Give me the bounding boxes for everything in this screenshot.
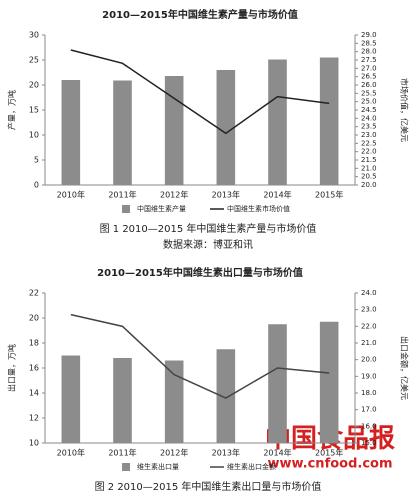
caption: 图 2 2010—2015 年中国维生素出口量与市场价值 [95, 480, 322, 493]
y-tick-label: 10 [29, 131, 39, 140]
bar [164, 360, 184, 443]
y2-tick-label: 27.5 [361, 56, 377, 64]
bar [164, 76, 184, 185]
x-tick-label: 2013年 [212, 190, 240, 200]
y2-tick-label: 27.0 [361, 64, 377, 72]
x-tick-label: 2015年 [315, 448, 343, 458]
x-tick-label: 2012年 [160, 448, 188, 458]
y2-tick-label: 28.5 [361, 39, 377, 47]
y-tick-label: 0 [34, 181, 39, 190]
y-tick-label: 12 [29, 414, 39, 423]
y2-tick-label: 28.0 [361, 48, 377, 56]
x-tick-label: 2012年 [160, 190, 188, 200]
y2-tick-label: 21.5 [361, 156, 377, 164]
y-tick-label: 10 [29, 439, 39, 448]
bar [319, 57, 339, 185]
y2-tick-label: 23.5 [361, 123, 377, 131]
x-tick-label: 2011年 [108, 190, 136, 200]
watermark-url: www.cnfood.com [267, 457, 392, 472]
line [70, 49, 330, 135]
x-tick-label: 2010年 [57, 190, 85, 200]
source: 数据来源：博亚和讯 [163, 238, 253, 251]
legend-label: 中国维生素产量 [137, 204, 186, 213]
bar [113, 80, 132, 185]
legend-label: 维生素出口金额 [227, 462, 276, 471]
y2-tick-label: 25.5 [361, 89, 377, 97]
y-tick-label: 14 [29, 389, 39, 398]
x-tick-label: 2015年 [315, 190, 343, 200]
y2-tick-label: 22.5 [361, 139, 377, 147]
bar [216, 349, 236, 443]
bar [216, 70, 236, 185]
y2-tick-label: 15.0 [361, 439, 377, 447]
y2-tick-label: 23.0 [361, 306, 377, 314]
x-tick-label: 2014年 [263, 190, 291, 200]
y-tick-label: 30 [29, 31, 39, 40]
y2-tick-label: 29.0 [361, 31, 377, 39]
y2-tick-label: 19.0 [361, 372, 377, 380]
y-tick-label: 18 [29, 339, 39, 348]
y2-tick-label: 21.0 [361, 339, 377, 347]
bar [113, 358, 132, 443]
y2-tick-label: 25.0 [361, 98, 377, 106]
y-tick-label: 20 [29, 81, 39, 90]
chart-title: 2010—2015年中国维生素出口量与市场价值 [97, 266, 303, 279]
y2-tick-label: 24.0 [361, 114, 377, 122]
caption: 图 1 2010—2015 年中国维生素产量与市场价值 [100, 222, 317, 235]
y2-tick-label: 24.0 [361, 289, 377, 297]
y2-tick-label: 22.0 [361, 322, 377, 330]
legend-swatch [122, 205, 130, 213]
y2-tick-label: 24.5 [361, 106, 377, 114]
x-tick-label: 2014年 [263, 448, 291, 458]
y2-tick-label: 20.0 [361, 181, 377, 189]
y2-axis-label: 市场价值，亿美元 [400, 78, 410, 142]
line [70, 313, 330, 399]
y2-tick-label: 23.0 [361, 131, 377, 139]
bar [319, 321, 339, 443]
bar [268, 59, 287, 185]
y2-axis-label: 出口金额，亿美元 [400, 336, 410, 400]
y2-tick-label: 18.0 [361, 389, 377, 397]
bar [61, 80, 81, 185]
y-axis-label: 出口量，万吨 [7, 344, 17, 392]
y-tick-label: 5 [34, 156, 39, 165]
y-tick-label: 20 [29, 314, 39, 323]
y-axis-label: 产量，万吨 [7, 90, 17, 130]
y-tick-label: 15 [29, 106, 39, 115]
legend-label: 中国维生素市场价值 [227, 204, 290, 213]
chart-title: 2010—2015年中国维生素产量与市场价值 [102, 8, 298, 21]
y2-tick-label: 16.0 [361, 422, 377, 430]
y2-tick-label: 22.0 [361, 148, 377, 156]
x-tick-label: 2013年 [212, 448, 240, 458]
bar [268, 324, 287, 443]
y2-tick-label: 26.0 [361, 81, 377, 89]
y2-tick-label: 20.5 [361, 173, 377, 181]
legend-swatch [122, 463, 130, 471]
legend-label: 维生素出口量 [137, 462, 179, 471]
y2-tick-label: 17.0 [361, 406, 377, 414]
bar [61, 355, 81, 443]
y2-tick-label: 20.0 [361, 356, 377, 364]
x-tick-label: 2011年 [108, 448, 136, 458]
y2-tick-label: 21.0 [361, 164, 377, 172]
y-tick-label: 25 [29, 56, 39, 65]
y-tick-label: 16 [29, 364, 39, 373]
x-tick-label: 2010年 [57, 448, 85, 458]
y2-tick-label: 26.5 [361, 73, 377, 81]
y-tick-label: 22 [29, 289, 39, 298]
